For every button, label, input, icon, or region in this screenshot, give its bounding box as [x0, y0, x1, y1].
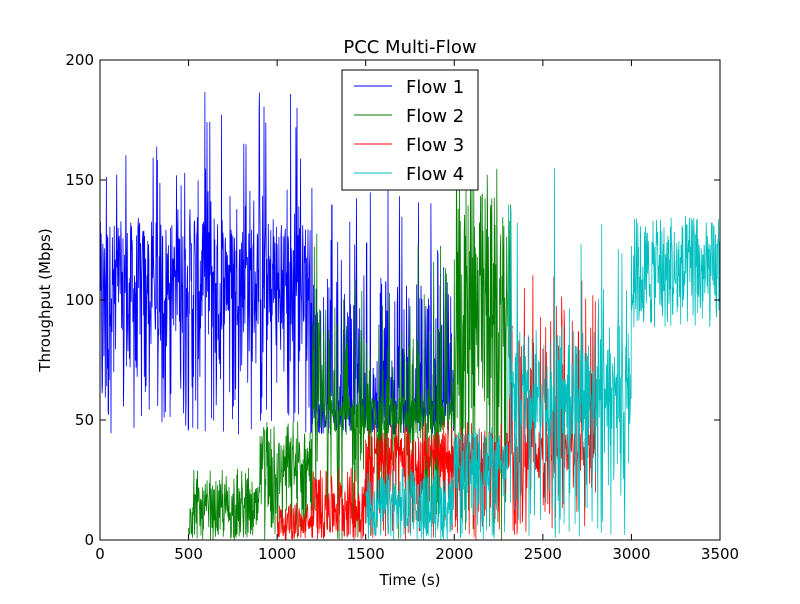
- legend-label-4: Flow 4: [406, 164, 464, 185]
- series-1-path: [100, 91, 455, 435]
- y-tick-label: 0: [84, 531, 94, 549]
- series-3-line: [276, 275, 596, 540]
- y-axis-label: Throughput (Mbps): [36, 228, 54, 372]
- series-2-line: [188, 168, 513, 540]
- y-tick-label: 100: [65, 291, 94, 309]
- x-tick-label: 1500: [347, 545, 385, 563]
- x-tick-label: 2500: [524, 545, 562, 563]
- x-axis-label: Time (s): [379, 571, 441, 589]
- x-tick-label: 0: [95, 545, 105, 563]
- series-layer: [100, 91, 720, 540]
- legend-label-3: Flow 3: [406, 135, 464, 156]
- x-tick-label: 3500: [701, 545, 739, 563]
- legend-label-2: Flow 2: [406, 106, 464, 127]
- legend: Flow 1 Flow 2 Flow 3 Flow 4: [341, 69, 479, 191]
- series-4-line: [365, 168, 720, 540]
- series-1-line: [100, 91, 455, 435]
- y-tick-label: 150: [65, 171, 94, 189]
- x-tick-label: 2000: [435, 545, 473, 563]
- x-tick-label: 500: [174, 545, 203, 563]
- y-tick-label: 50: [75, 411, 94, 429]
- chart-title: PCC Multi-Flow: [343, 37, 476, 58]
- y-tick-label: 200: [65, 51, 94, 69]
- x-tick-label: 3000: [612, 545, 650, 563]
- series-2-path: [188, 168, 513, 540]
- series-4-path: [365, 168, 720, 540]
- x-tick-label: 1000: [258, 545, 296, 563]
- axes-layer: 0 500 1000 1500 2000 2500 3000 3500 0 50 100 150 200: [65, 51, 739, 563]
- legend-label-1: Flow 1: [406, 77, 464, 98]
- series-3-path: [276, 275, 596, 540]
- legend-box: [341, 69, 479, 191]
